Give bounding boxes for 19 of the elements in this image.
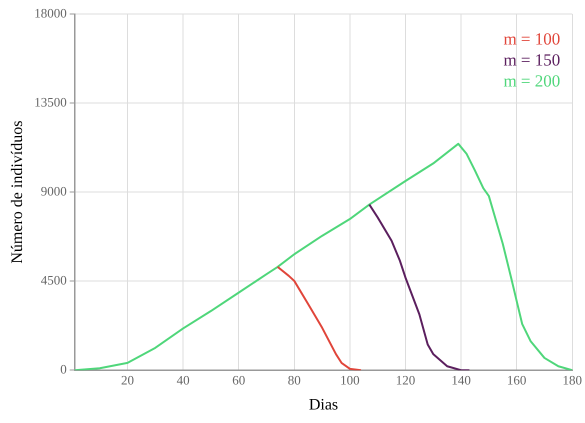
text: m = 200 xyxy=(503,71,560,90)
y-tick-label: 0 xyxy=(60,362,67,377)
y-tick-label: 4500 xyxy=(40,272,67,288)
x-axis-title: Dias xyxy=(308,396,338,414)
x-tick-label: 160 xyxy=(506,372,526,388)
y-tick-label: 13500 xyxy=(34,94,67,110)
x-tick-label: 180 xyxy=(562,372,582,388)
x-tick-label: 140 xyxy=(451,372,471,388)
x-tick-label: 40 xyxy=(176,372,190,388)
y-axis-title: Número de indivíduos xyxy=(8,120,26,264)
y-tick-label: 18000 xyxy=(34,5,67,20)
text: m = 150 xyxy=(503,50,560,70)
x-tick-label: 60 xyxy=(232,372,246,388)
x-tick-label: 20 xyxy=(121,372,134,388)
y-tick-label: 9000 xyxy=(40,184,67,199)
x-tick-label: 80 xyxy=(288,372,301,388)
x-tick-label: 120 xyxy=(396,372,416,388)
x-tick-label: 100 xyxy=(340,372,360,388)
text: m = 100 xyxy=(503,29,560,48)
